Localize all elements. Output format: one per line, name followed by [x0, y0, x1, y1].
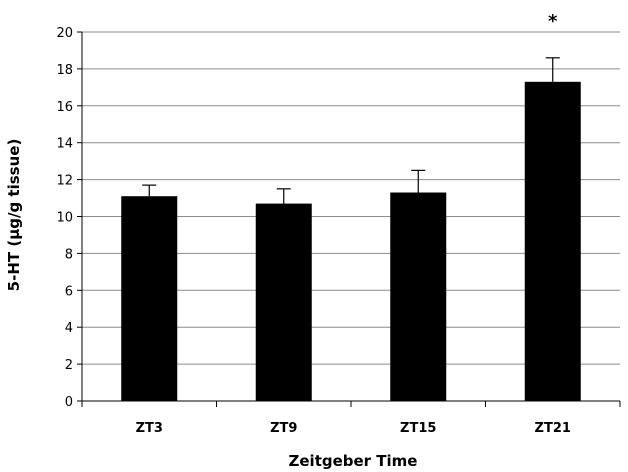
bars	[121, 81, 581, 401]
y-axis-title: 5-HT (µg/g tissue)	[5, 139, 23, 292]
y-tick-label: 8	[65, 247, 73, 262]
x-axis-ticks	[81, 401, 621, 407]
x-category-labels: ZT3 ZT9 ZT15 ZT21	[136, 421, 571, 436]
y-tick-label: 12	[56, 174, 73, 189]
y-tick-label: 14	[56, 137, 73, 152]
y-tick-label: 2	[65, 358, 73, 373]
bar-zt9	[255, 203, 312, 401]
y-tick-label: 0	[65, 395, 73, 410]
y-tick-labels: 0 2 4 6 8 10 12 14 16 18 20	[56, 26, 73, 410]
y-tick-label: 18	[56, 63, 73, 78]
category-label-zt15: ZT15	[400, 421, 436, 436]
y-tick-label: 10	[56, 211, 73, 226]
category-label-zt3: ZT3	[136, 421, 163, 436]
y-tick-label: 6	[65, 284, 73, 299]
y-tick-label: 20	[56, 26, 73, 41]
y-tick-label: 4	[65, 321, 73, 336]
bar-zt3	[121, 196, 178, 401]
category-label-zt9: ZT9	[270, 421, 297, 436]
bar-zt15	[390, 192, 447, 401]
bar-zt21	[524, 81, 581, 401]
y-tick-label: 16	[56, 100, 73, 115]
x-axis-title: Zeitgeber Time	[289, 452, 418, 470]
significance-annotations: *	[548, 11, 558, 32]
category-label-zt21: ZT21	[535, 421, 571, 436]
significance-mark: *	[548, 11, 558, 32]
error-bars	[142, 57, 560, 204]
